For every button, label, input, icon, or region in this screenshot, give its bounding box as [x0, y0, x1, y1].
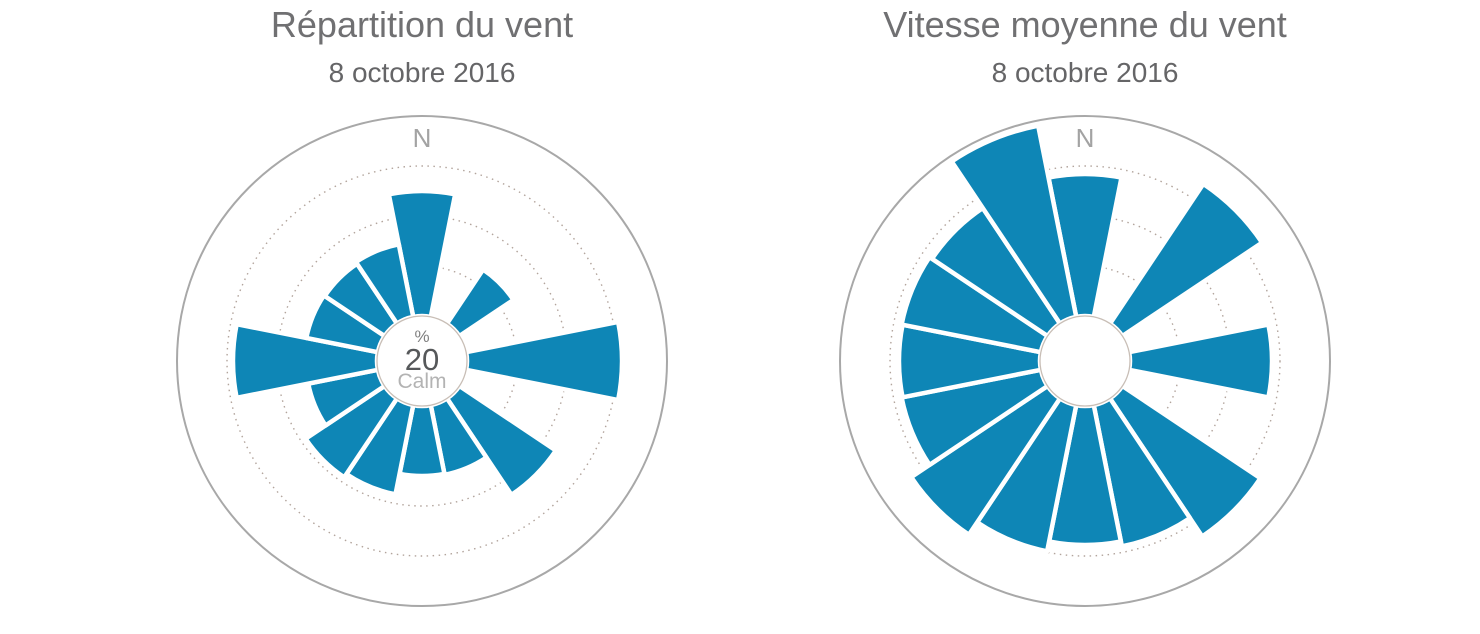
wedge-E	[1126, 322, 1275, 400]
north-label: N	[413, 123, 432, 153]
wind-rose-distribution: N % 20 Calm	[176, 115, 668, 607]
wedge-NE	[1107, 181, 1265, 339]
page-title: Répartition du vent	[270, 4, 574, 45]
outer-boundary-ring	[176, 115, 668, 607]
chart-vitesse-moyenne-du-vent: Vitesse moyenne du vent 8 octobre 2016 N	[835, 0, 1335, 634]
wedge-NE	[444, 267, 516, 339]
center-calm-label: Calm	[397, 370, 446, 393]
grid-ring-15	[889, 165, 1281, 557]
outer-boundary-ring	[839, 115, 1331, 607]
wedge-E	[463, 319, 625, 403]
wind-rose-average-speed: N	[839, 115, 1331, 607]
chart-repartition-du-vent: Répartition du vent 8 octobre 2016 N % 2…	[172, 0, 672, 634]
chart-subtitle-date: 8 octobre 2016	[991, 57, 1179, 88]
chart-subtitle-date: 8 octobre 2016	[328, 57, 516, 88]
north-label: N	[1076, 123, 1095, 153]
center-unit-label: %	[414, 327, 429, 346]
page-title: Vitesse moyenne du vent	[883, 4, 1287, 45]
calm-center-circle	[376, 315, 468, 407]
wedge-layer	[896, 123, 1275, 554]
center-axis-max-label: 20	[405, 342, 439, 377]
calm-center-circle	[1039, 315, 1131, 407]
